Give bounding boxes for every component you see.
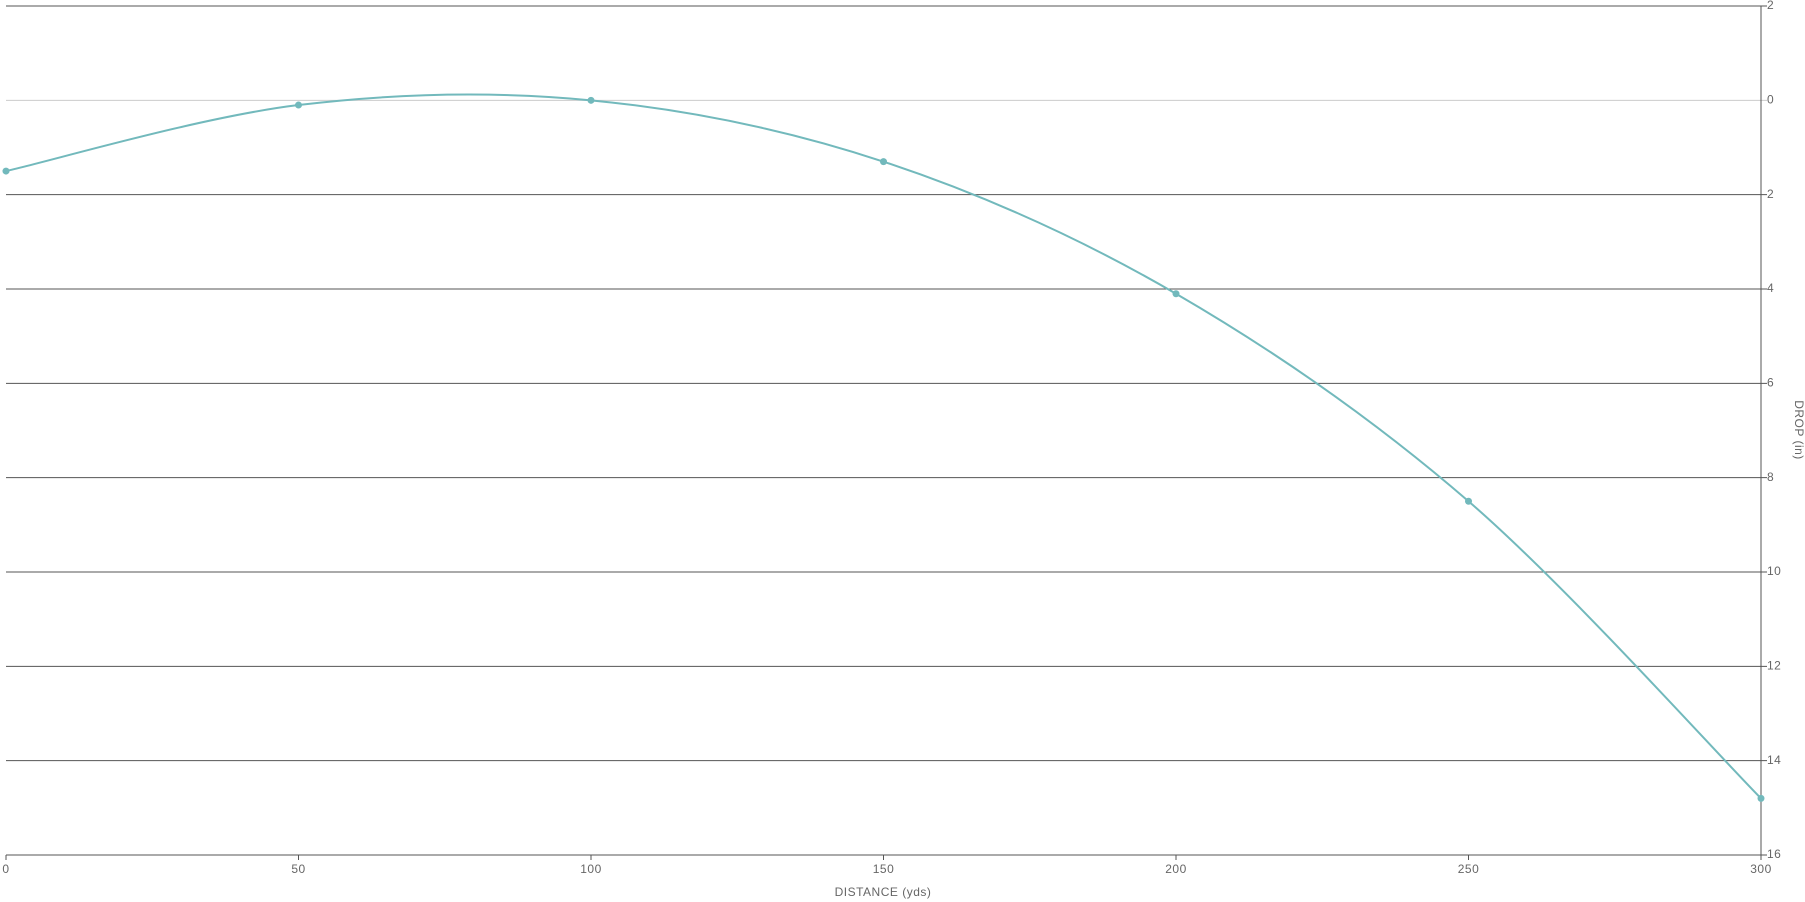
y-axis-title: DROP (in) bbox=[1792, 400, 1805, 460]
y-tick-label: 14 bbox=[1767, 753, 1781, 767]
y-tick-label: 16 bbox=[1767, 847, 1781, 861]
x-tick-label: 50 bbox=[291, 862, 305, 876]
y-tick-label: 10 bbox=[1767, 564, 1781, 578]
y-tick-label: 12 bbox=[1767, 659, 1781, 673]
y-tick-label: 8 bbox=[1767, 470, 1774, 484]
point bbox=[587, 96, 595, 104]
y-tick-label: 2 bbox=[1767, 0, 1774, 12]
y-tick-label: 0 bbox=[1767, 93, 1774, 107]
y-tick-label: 6 bbox=[1767, 376, 1774, 390]
x-tick-label: 300 bbox=[1750, 862, 1772, 876]
x-tick-label: 250 bbox=[1458, 862, 1480, 876]
x-tick-label: 100 bbox=[580, 862, 602, 876]
series-line bbox=[5, 93, 1762, 800]
x-tick-label: 150 bbox=[873, 862, 895, 876]
y-tick-label: 2 bbox=[1767, 187, 1774, 201]
point bbox=[295, 101, 302, 109]
point bbox=[1172, 290, 1180, 298]
point bbox=[2, 167, 10, 175]
x-axis-title: DISTANCE (yds) bbox=[835, 885, 932, 899]
point bbox=[1465, 497, 1472, 505]
x-tick-label: 0 bbox=[2, 862, 9, 876]
point bbox=[1757, 794, 1765, 802]
point bbox=[880, 158, 887, 166]
y-tick-label: 4 bbox=[1767, 281, 1774, 295]
x-tick-label: 200 bbox=[1165, 862, 1187, 876]
